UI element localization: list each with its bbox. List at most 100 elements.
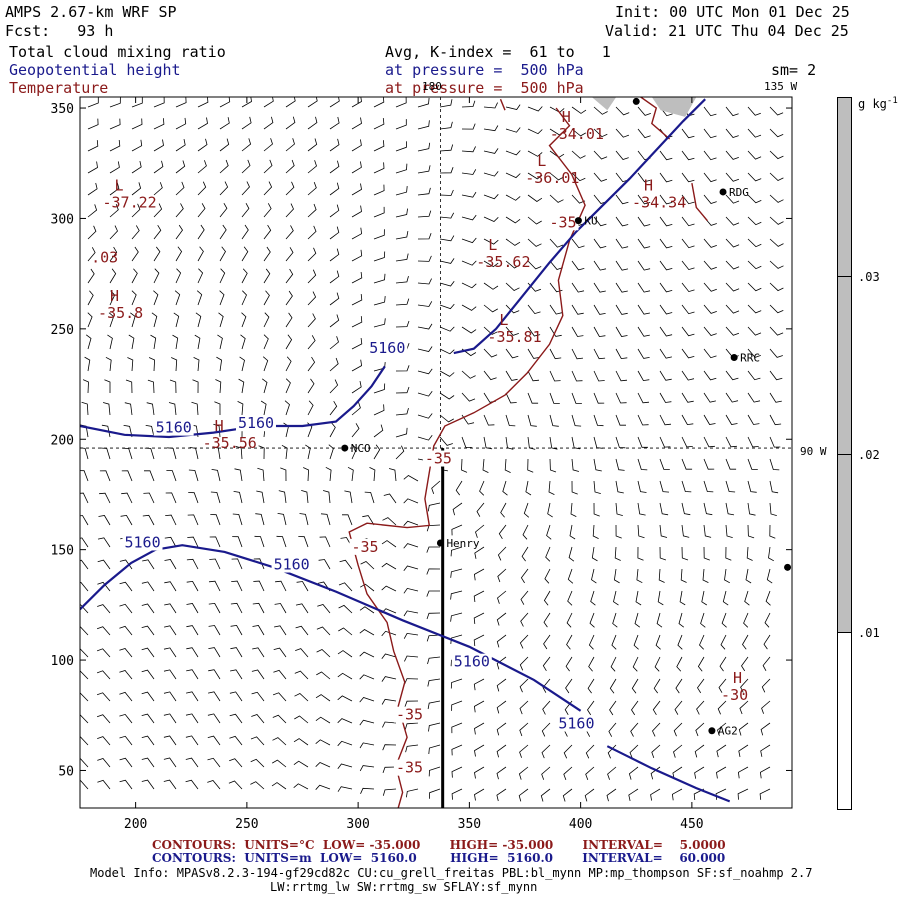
- wind-barb: [403, 498, 419, 504]
- wind-barb: [351, 227, 363, 240]
- wind-barb: [571, 128, 586, 137]
- wind-barb: [659, 370, 672, 381]
- wind-barb: [679, 590, 686, 606]
- wind-barb: [527, 304, 541, 315]
- wind-barb: [549, 304, 563, 315]
- height-contour-label: 5160: [369, 339, 405, 357]
- wind-barb: [187, 514, 199, 526]
- wind-barb: [747, 304, 762, 314]
- wind-barb: [337, 672, 353, 680]
- wind-barb: [703, 546, 710, 561]
- wind-barb: [395, 253, 409, 262]
- wind-barb: [280, 467, 287, 482]
- wind-barb: [229, 758, 243, 768]
- wind-barb: [768, 546, 774, 562]
- height-contour: [80, 365, 386, 439]
- station-marker: [436, 539, 444, 547]
- wind-barb: [80, 582, 89, 592]
- wind-barb: [315, 739, 331, 746]
- wind-barb: [285, 138, 295, 152]
- wind-barb: [121, 492, 133, 504]
- chart-title: AMPS 2.67-km WRF SP: [5, 3, 177, 21]
- wind-barb: [252, 625, 265, 636]
- extremum-marker: H: [733, 669, 742, 687]
- wind-barb: [519, 722, 529, 737]
- smoothing-label: sm= 2: [771, 61, 817, 79]
- wind-barb: [769, 194, 784, 203]
- height-contour: [80, 544, 582, 712]
- wind-barb: [483, 171, 499, 177]
- wind-barb: [417, 346, 433, 352]
- wind-barb: [700, 612, 706, 628]
- wind-barb: [628, 766, 639, 780]
- wind-barb: [571, 392, 582, 404]
- wind-barb: [80, 559, 89, 570]
- wind-barb: [747, 194, 762, 204]
- wind-barb: [703, 128, 717, 139]
- wind-barb: [519, 744, 529, 758]
- wind-barb: [725, 260, 740, 270]
- wind-barb: [307, 291, 317, 306]
- station-label: Henry: [446, 537, 479, 550]
- wind-barb: [219, 268, 226, 284]
- height-contour-label: 5160: [558, 715, 594, 733]
- wind-barb: [483, 370, 497, 381]
- wind-barb: [769, 304, 784, 314]
- wind-barb: [188, 492, 199, 504]
- wind-barb: [747, 436, 759, 448]
- wind-barb: [766, 568, 773, 584]
- wind-barb: [744, 590, 750, 606]
- wind-barb: [717, 722, 727, 736]
- wind-barb: [769, 238, 784, 247]
- wind-barb: [571, 370, 583, 382]
- wind-barb: [654, 656, 661, 672]
- height-contour-label: 5160: [454, 653, 490, 671]
- wind-barb: [359, 629, 375, 636]
- wind-barb: [505, 282, 520, 291]
- wind-barb: [769, 348, 783, 358]
- station-label: RRC: [740, 352, 760, 365]
- wind-barb: [404, 678, 419, 685]
- wind-barb: [128, 334, 135, 350]
- wind-barb: [541, 744, 551, 759]
- wind-barb: [637, 436, 648, 448]
- wind-barb: [337, 718, 353, 724]
- temperature-contour: [640, 97, 671, 140]
- wind-barb: [721, 612, 727, 628]
- wind-barb: [747, 348, 761, 358]
- wind-barb: [549, 414, 559, 427]
- wind-barb: [659, 150, 673, 161]
- wind-barb: [615, 348, 628, 360]
- wind-barb: [163, 647, 177, 658]
- wind-barb: [703, 238, 717, 248]
- wind-barb: [628, 788, 639, 801]
- wind-barb: [549, 282, 563, 293]
- wind-barb: [373, 162, 385, 174]
- wind-barb: [80, 692, 89, 702]
- wind-barb: [725, 216, 740, 226]
- wind-barb: [659, 392, 672, 403]
- wind-barb: [496, 766, 507, 780]
- wind-barb: [417, 435, 433, 441]
- wind-barb: [546, 524, 552, 540]
- wind-barb: [738, 744, 749, 757]
- wind-barb: [703, 106, 717, 117]
- wind-barb: [80, 780, 89, 790]
- wind-barb: [571, 480, 578, 495]
- station-marker: [784, 563, 792, 571]
- wind-barb: [241, 181, 250, 196]
- wind-barb: [381, 676, 397, 682]
- wind-barb: [153, 118, 165, 130]
- wind-barb: [395, 298, 410, 306]
- extremum-marker: H: [215, 417, 224, 435]
- wind-barb: [769, 150, 784, 160]
- wind-barb: [542, 656, 551, 672]
- height-contour-label: 5160: [156, 419, 192, 437]
- wind-barb: [153, 203, 163, 218]
- wind-barb: [681, 304, 695, 315]
- wind-barb: [747, 128, 762, 138]
- wind-barb: [566, 612, 573, 628]
- wind-barb: [275, 580, 287, 592]
- wind-barb: [96, 692, 111, 702]
- wind-barb: [549, 370, 561, 382]
